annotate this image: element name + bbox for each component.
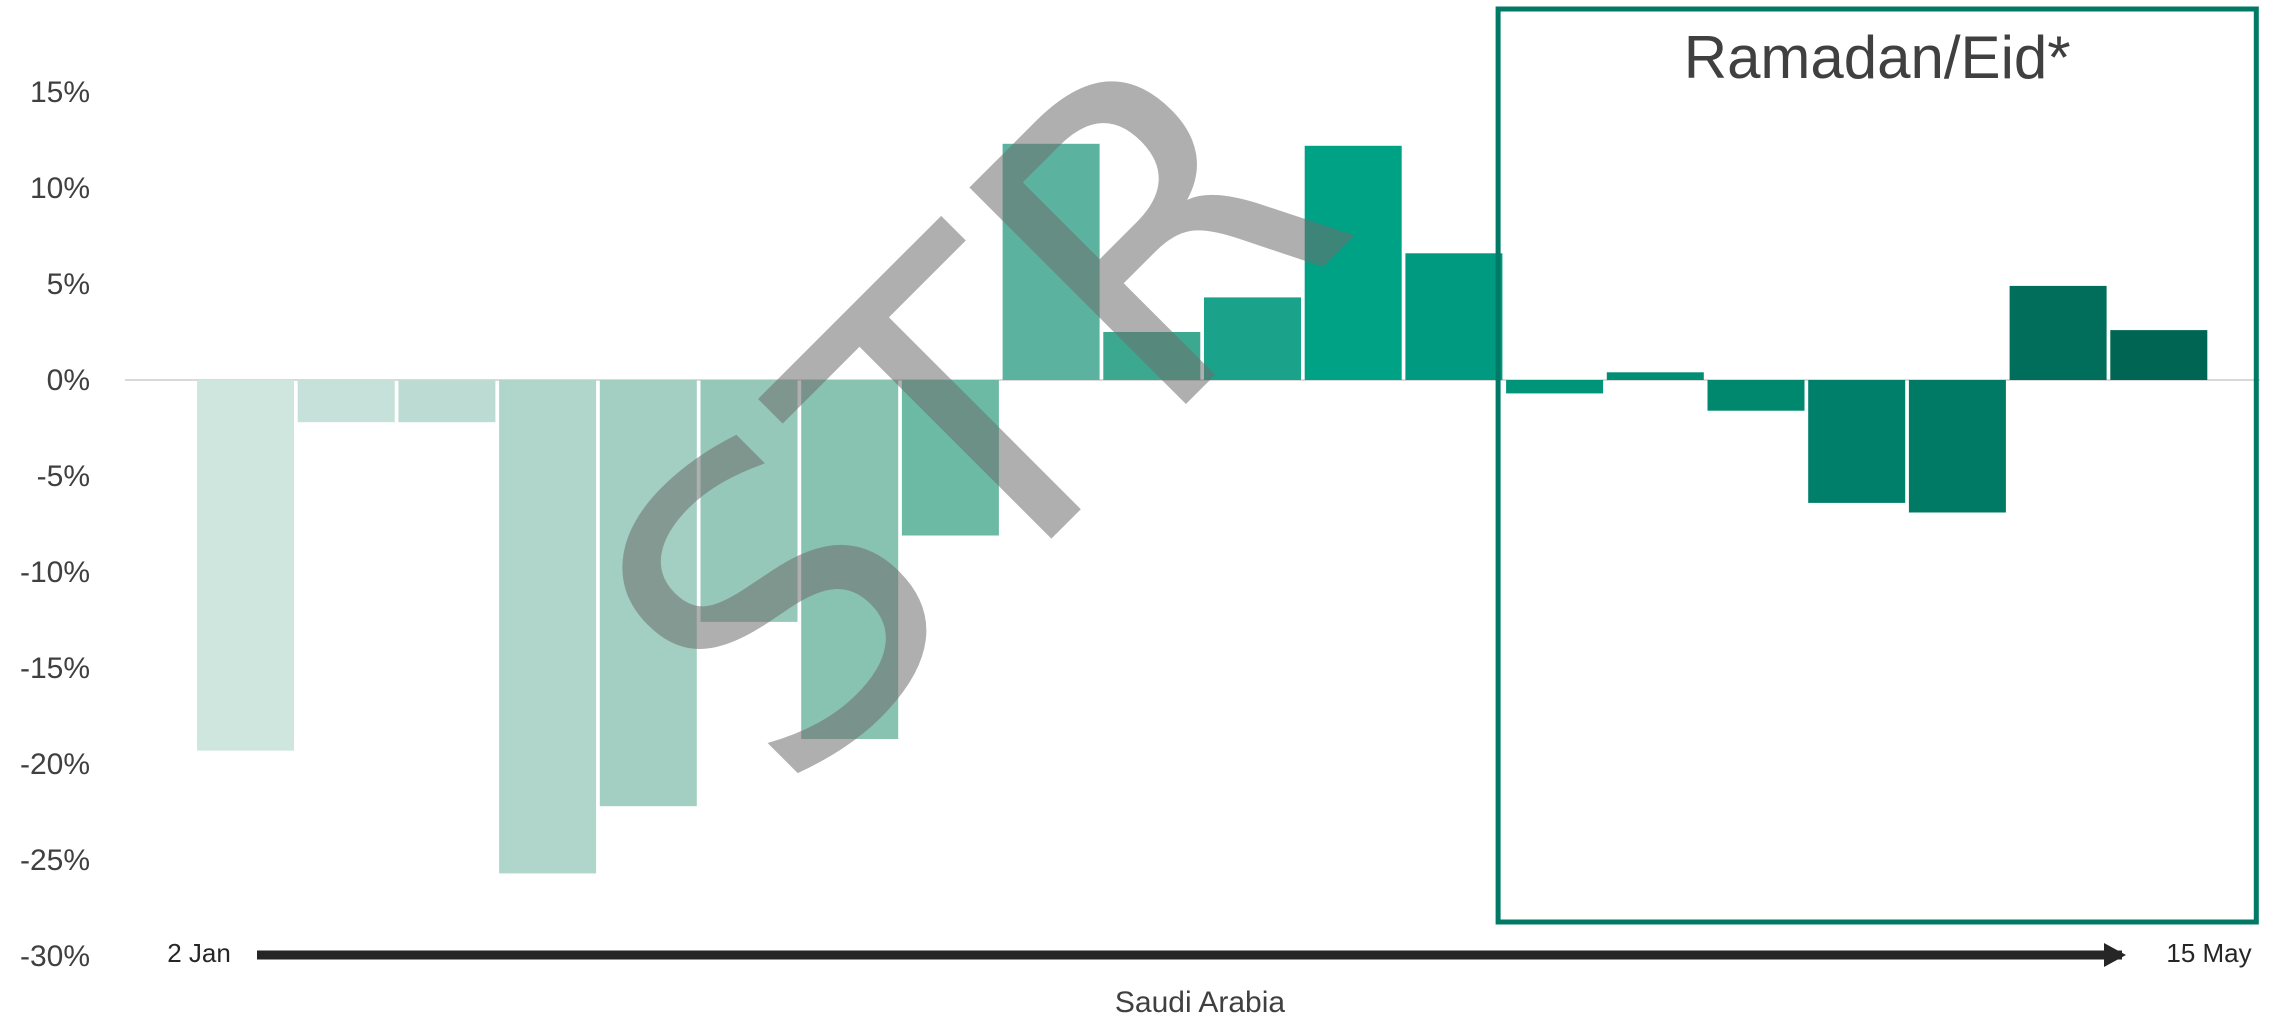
bar — [1808, 380, 1906, 503]
bar — [1002, 143, 1100, 380]
y-tick-label: -10% — [20, 556, 90, 589]
y-axis-ticks: 15% 10% 5% 0% -5% -10% -15% -20% -25% -30% — [20, 76, 90, 973]
x-axis-start-label: 2 Jan — [167, 938, 231, 968]
bar — [1908, 380, 2006, 513]
y-tick-label: -25% — [20, 844, 90, 877]
y-tick-label: -30% — [20, 940, 90, 973]
time-arrow-head — [2104, 943, 2126, 967]
bar — [901, 380, 999, 536]
bar — [1606, 372, 1704, 380]
bar — [1707, 380, 1805, 411]
bar — [1103, 332, 1201, 380]
y-tick-label: 10% — [30, 172, 90, 205]
bar — [2009, 285, 2107, 380]
y-tick-label: -20% — [20, 748, 90, 781]
x-axis-title: Saudi Arabia — [1115, 986, 1285, 1016]
bar — [398, 380, 496, 423]
y-tick-label: 0% — [47, 364, 90, 397]
bar — [1506, 380, 1604, 394]
bar — [1304, 145, 1402, 380]
bar — [1405, 253, 1503, 380]
bar — [1204, 297, 1301, 380]
y-tick-label: -5% — [37, 460, 90, 493]
ramadan-eid-label: Ramadan/Eid* — [1684, 24, 2071, 91]
bar — [297, 380, 395, 423]
y-tick-label: 5% — [47, 268, 90, 301]
bars — [197, 143, 2208, 874]
bar — [801, 380, 899, 739]
bar — [700, 380, 798, 622]
bar — [499, 380, 597, 874]
bar — [2110, 330, 2208, 380]
y-tick-label: 15% — [30, 76, 90, 109]
bar — [197, 380, 294, 751]
ramadan-eid-box — [1495, 6, 2259, 925]
bar — [599, 380, 697, 807]
y-tick-label: -15% — [20, 652, 90, 685]
x-axis-end-label: 15 May — [2166, 938, 2251, 968]
